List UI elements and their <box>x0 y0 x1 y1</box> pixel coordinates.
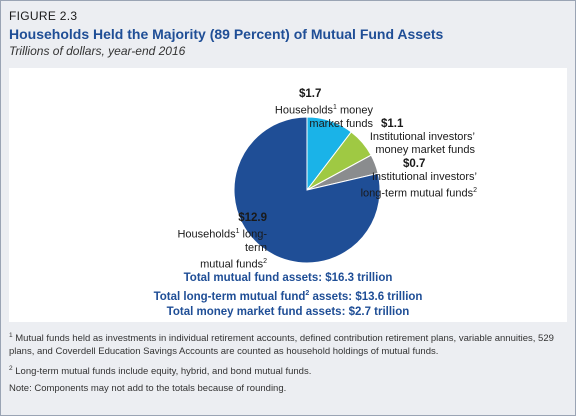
slice-label-text: long-term mutual funds <box>360 187 474 200</box>
slice-label-text: long-term <box>239 228 267 254</box>
slice-label-text: market funds <box>309 117 373 130</box>
slice-label-text: Institutional investors’ <box>369 131 475 143</box>
slice-label-institutional-money-market: $1.1 Institutional investors’ money mark… <box>335 118 475 157</box>
slice-label-sup: 2 <box>473 187 477 194</box>
totals-text: assets: $13.6 trillion <box>309 290 423 303</box>
slice-label-sup: 1 <box>235 228 240 235</box>
slice-value: $0.7 <box>403 158 426 170</box>
slice-label-sup: 2 <box>263 257 267 265</box>
slice-label-households-long-term: $12.9 Households1 long-term mutual funds… <box>177 212 267 271</box>
chart-panel: $12.9 Households1 long-term mutual funds… <box>9 68 567 322</box>
footnote-sup: 1 <box>9 332 13 339</box>
totals-sup: 2 <box>305 290 310 297</box>
footnote-text: Mutual funds held as investments in indi… <box>9 333 554 358</box>
footnotes: 1 Mutual funds held as investments in in… <box>9 329 569 399</box>
slice-label-text: money <box>336 104 373 117</box>
slice-value: $1.1 <box>381 118 404 130</box>
slice-label-text: Institutional investors’ <box>371 171 477 183</box>
slice-label-text: mutual funds <box>200 258 264 271</box>
slice-label-households-money-market: $1.7 Households1 money market funds <box>263 88 373 131</box>
total-money-market-assets: Total money market fund assets: $2.7 tri… <box>166 305 410 318</box>
footnote-1: 1 Mutual funds held as investments in in… <box>9 329 569 358</box>
footnote-sup: 2 <box>9 365 13 373</box>
totals-block: Total mutual fund assets: $16.3 trillion… <box>9 271 567 320</box>
footnote-text: Long-term mutual funds include equity, h… <box>12 366 312 378</box>
footnote-note: Note: Components may not add to the tota… <box>9 383 287 395</box>
slice-label-text: Households <box>274 104 334 117</box>
footnote-2: 2 Long-term mutual funds include equity,… <box>9 362 569 378</box>
total-mutual-fund-assets: Total mutual fund assets: $16.3 trillion <box>183 272 393 284</box>
slice-label-institutional-long-term: $0.7 Institutional investors’ long-term … <box>347 158 477 201</box>
total-long-term-assets: Total long-term mutual fund2 assets: $13… <box>9 286 567 305</box>
slice-label-sup: 1 <box>333 104 337 111</box>
pie-slice <box>233 116 381 264</box>
slice-value: $12.9 <box>238 212 267 224</box>
chart-title: Households Held the Majority (89 Percent… <box>9 26 444 42</box>
slice-label-text: Households <box>177 228 236 241</box>
chart-subtitle: Trillions of dollars, year-end 2016 <box>9 44 186 58</box>
slice-label-text: money market funds <box>375 144 475 156</box>
slice-value: $1.7 <box>299 88 322 100</box>
totals-text: Total long-term mutual fund <box>153 290 306 303</box>
pie-chart <box>233 116 381 264</box>
figure-label: FIGURE 2.3 <box>9 9 78 23</box>
